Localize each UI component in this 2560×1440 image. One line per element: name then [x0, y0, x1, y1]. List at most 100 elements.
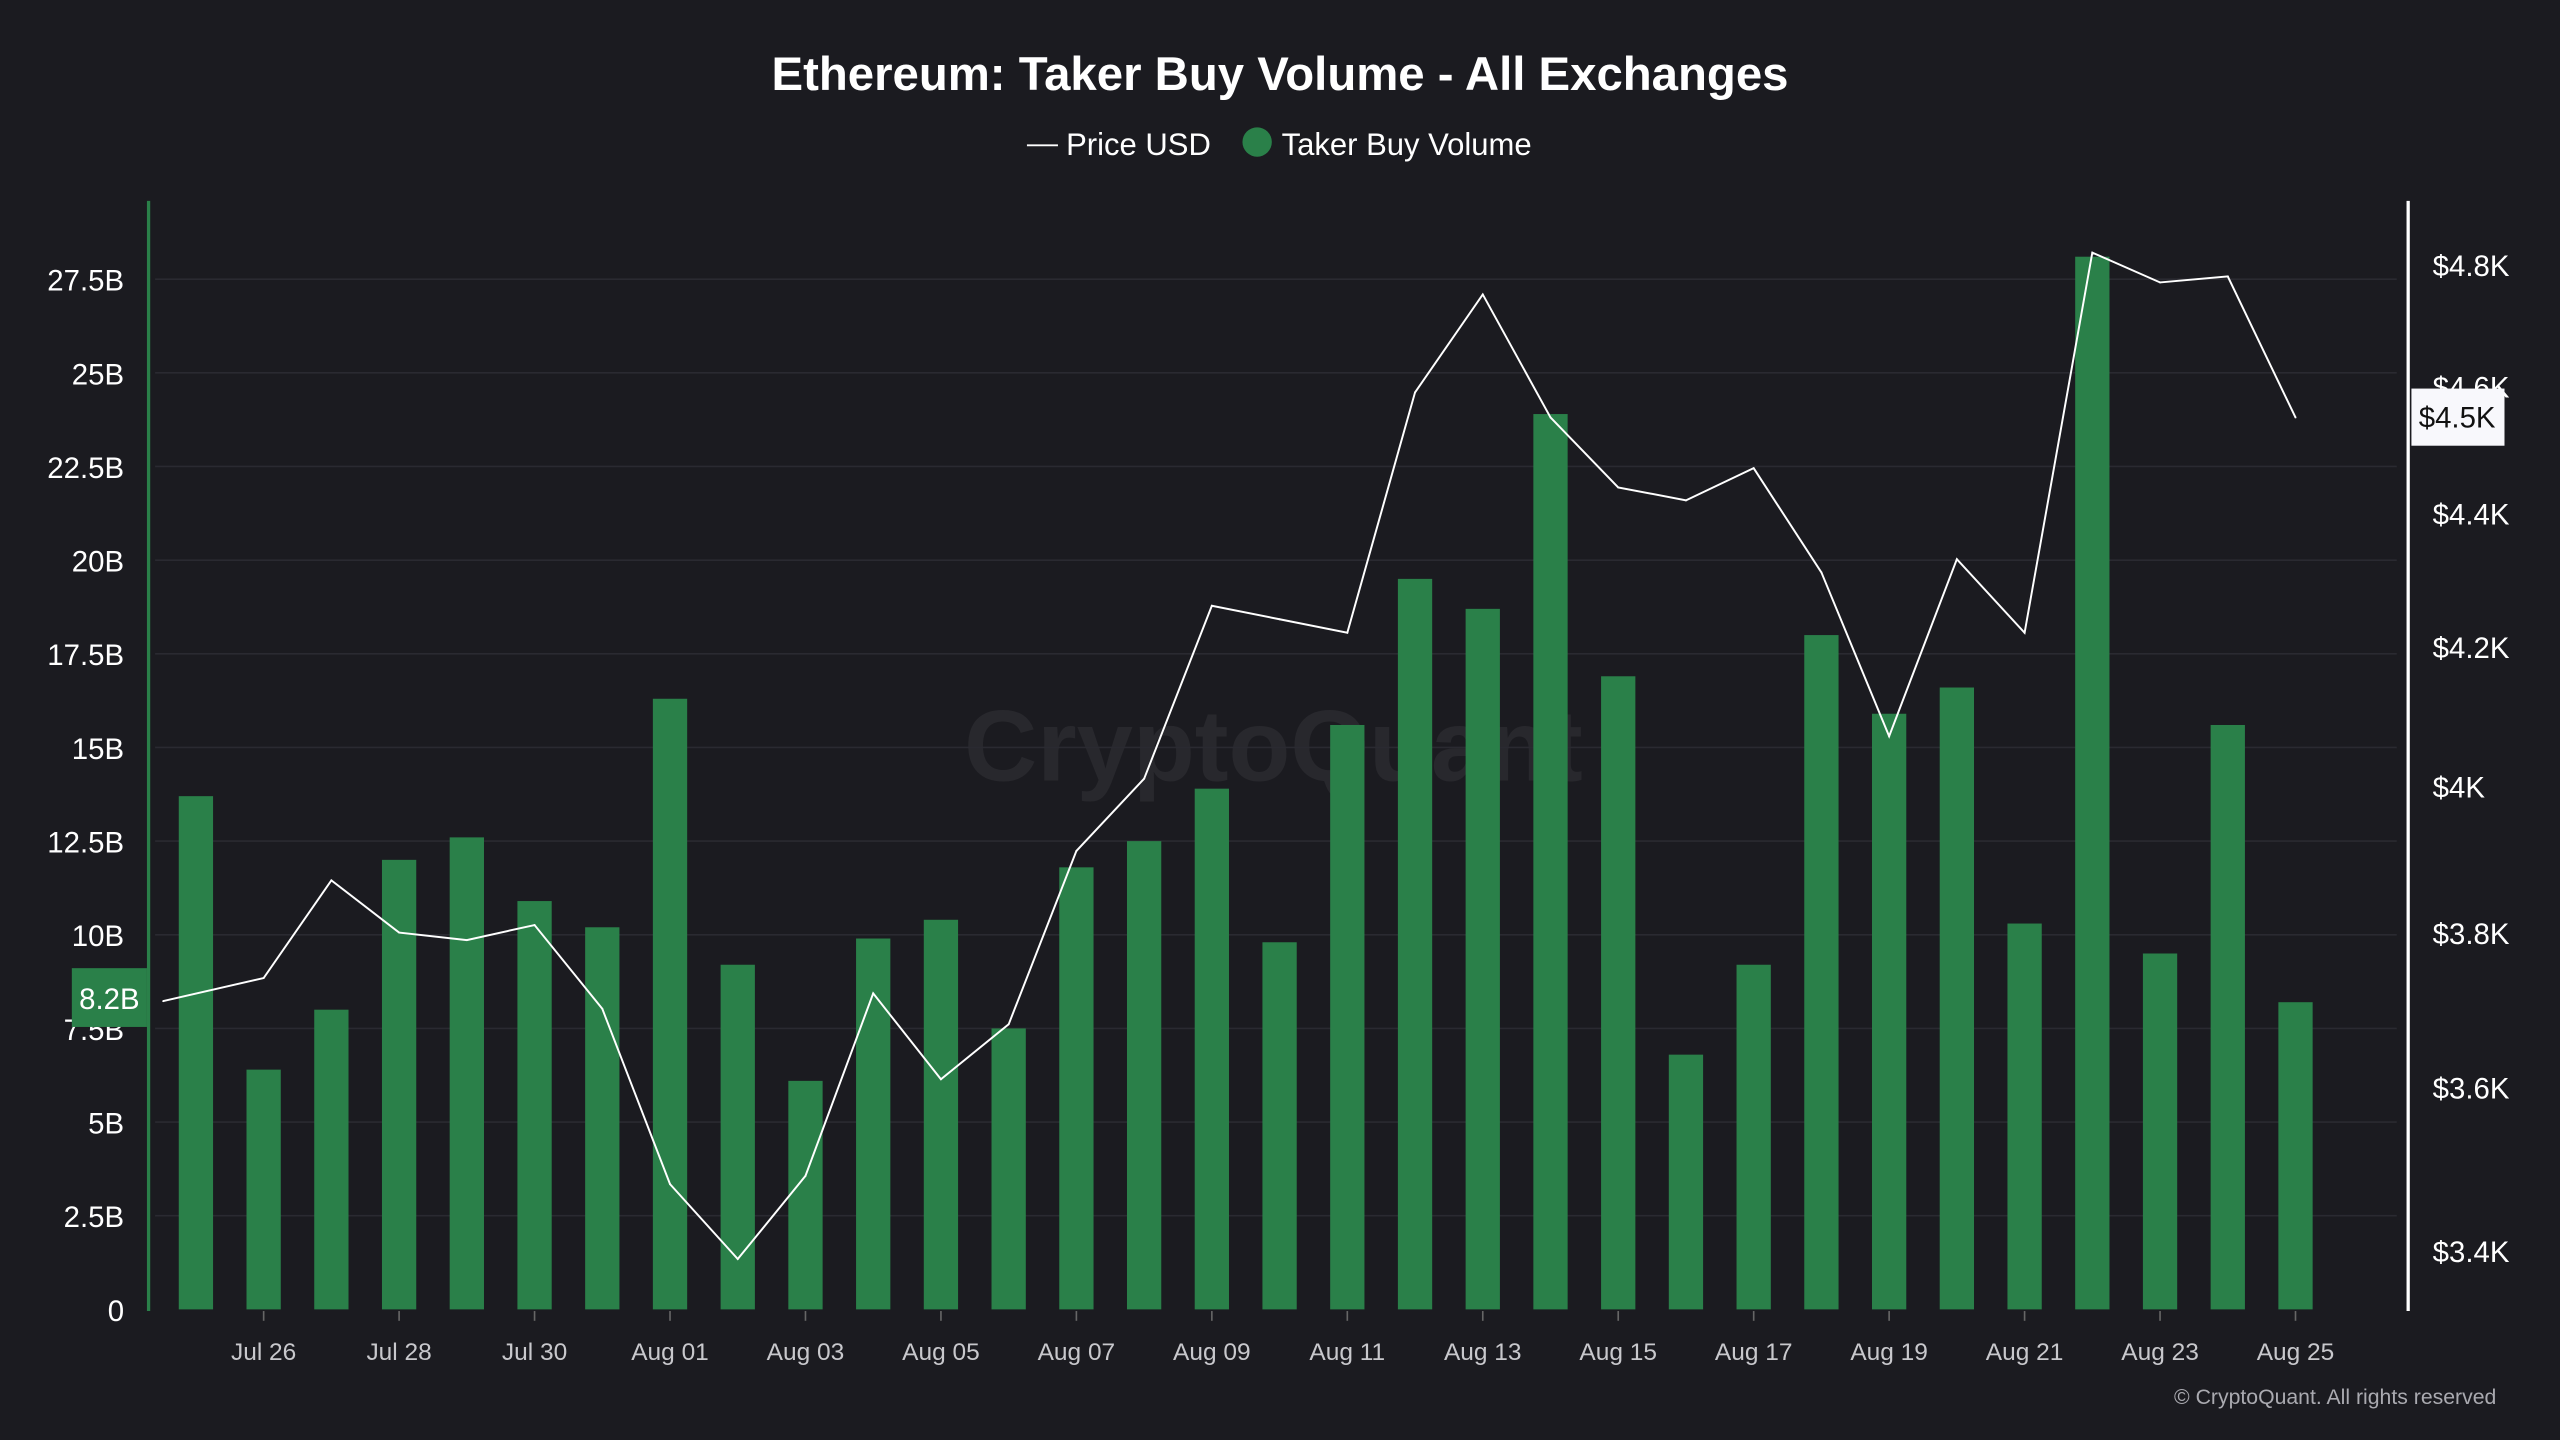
volume-bar — [1939, 687, 1975, 1310]
volume-bar — [1330, 724, 1365, 1310]
price-point — [1888, 735, 1891, 738]
right-tick-label: $4K — [2433, 771, 2486, 804]
volume-bar — [1397, 578, 1433, 1310]
x-tick-label: Aug 11 — [1309, 1339, 1385, 1366]
price-point — [2294, 416, 2297, 419]
right-tick-label: $4.4K — [2433, 499, 2510, 532]
volume-bar — [1465, 608, 1500, 1310]
volume-bar — [1262, 942, 1297, 1310]
volume-bar — [381, 859, 417, 1310]
price-point — [398, 931, 401, 934]
x-tick-label: Aug 23 — [2121, 1339, 2199, 1366]
last-volume-label-text: 8.2B — [79, 983, 139, 1016]
volume-bar — [1871, 713, 1907, 1310]
price-point — [1346, 631, 1349, 634]
x-tick-label: Aug 21 — [1986, 1339, 2064, 1366]
volume-bar — [720, 964, 755, 1310]
price-point — [2023, 631, 2026, 634]
price-point — [1752, 467, 1755, 470]
left-tick-label: 17.5B — [47, 639, 124, 672]
volume-bar — [991, 1028, 1026, 1310]
volume-bar — [2142, 953, 2178, 1310]
legend-label-price: Price USD — [1066, 127, 1211, 162]
price-point — [1143, 777, 1146, 780]
price-point — [669, 1183, 671, 1186]
legend-label-volume: Taker Buy Volume — [1282, 127, 1532, 162]
price-point — [1075, 849, 1078, 852]
price-point — [804, 1174, 807, 1177]
legend-item-price[interactable]: Price USD — [1026, 127, 1211, 162]
volume-bar — [246, 1069, 281, 1310]
price-point — [2226, 275, 2229, 278]
volume-bar — [1804, 635, 1839, 1310]
price-point — [1955, 558, 1958, 561]
left-tick-label: 0 — [108, 1295, 124, 1328]
x-axis-ticks: Jul 26 Jul 28 Jul 30 Aug 01 Aug 03 Aug 05 Aug … — [231, 1311, 2334, 1366]
x-tick-label: Aug 17 — [1715, 1339, 1793, 1366]
price-point — [1278, 618, 1281, 621]
volume-bar — [2075, 256, 2110, 1310]
price-point — [533, 924, 536, 927]
volume-bar — [2210, 724, 2245, 1310]
x-tick-label: Aug 01 — [631, 1339, 709, 1366]
x-tick-label: Aug 03 — [767, 1339, 845, 1366]
volume-bar — [923, 919, 959, 1310]
volume-bar — [1533, 414, 1568, 1310]
x-tick-label: Aug 07 — [1038, 1339, 1116, 1366]
volume-bar — [449, 837, 484, 1310]
right-tick-label: $4.2K — [2433, 632, 2510, 665]
x-tick-label: Aug 09 — [1173, 1339, 1251, 1366]
price-point — [1210, 604, 1213, 607]
copyright: © CryptoQuant. All rights reserved — [2174, 1386, 2496, 1409]
legend-item-volume[interactable]: Taker Buy Volume — [1242, 127, 1532, 162]
volume-bar — [585, 927, 620, 1310]
volume-bar — [2007, 923, 2042, 1310]
volume-bar — [1601, 676, 1636, 1310]
volume-bar — [517, 901, 552, 1310]
x-tick-label: Jul 26 — [231, 1339, 296, 1366]
price-point — [2091, 251, 2094, 254]
right-tick-label: $3.4K — [2433, 1236, 2510, 1269]
volume-bar — [178, 796, 214, 1310]
volume-bar — [1668, 1054, 1704, 1310]
price-point — [2159, 281, 2162, 284]
last-price-label: $4.5K — [2411, 388, 2505, 446]
x-tick-label: Jul 30 — [502, 1339, 567, 1366]
left-tick-label: 27.5B — [47, 265, 124, 298]
left-tick-label: 22.5B — [47, 452, 124, 485]
volume-bar — [2278, 1002, 2313, 1310]
volume-bar — [856, 938, 891, 1310]
price-point — [1549, 416, 1552, 419]
left-tick-label: 2.5B — [64, 1201, 124, 1234]
price-point — [939, 1078, 942, 1081]
price-line — [162, 251, 2297, 1261]
volume-bar — [788, 1080, 823, 1310]
left-tick-label: 10B — [72, 920, 124, 953]
left-tick-label: 12.5B — [47, 827, 124, 860]
volume-bars — [178, 256, 2313, 1310]
price-point — [1007, 1023, 1010, 1026]
x-tick-label: Aug 05 — [902, 1339, 980, 1366]
price-point — [1820, 571, 1823, 574]
right-tick-label: $3.8K — [2433, 918, 2510, 951]
price-point — [736, 1258, 739, 1261]
left-tick-label: 20B — [72, 546, 124, 579]
price-point — [262, 977, 265, 980]
x-tick-label: Aug 19 — [1850, 1339, 1928, 1366]
x-tick-label: Jul 28 — [366, 1339, 431, 1366]
price-point — [465, 939, 468, 942]
left-tick-label: 25B — [72, 358, 124, 391]
last-volume-label-box — [71, 968, 147, 1027]
x-tick-label: Aug 15 — [1579, 1339, 1657, 1366]
price-point — [1414, 391, 1417, 394]
price-line-path — [163, 251, 2297, 1261]
volume-bar — [314, 1009, 349, 1310]
legend-circle-icon — [1242, 127, 1272, 157]
last-price-label-text: $4.5K — [2419, 402, 2496, 435]
right-tick-label: $3.6K — [2433, 1073, 2510, 1106]
right-tick-label: $4.8K — [2433, 250, 2510, 283]
left-axis-ticks: 02.5B5B7.5B10B12.5B15B17.5B20B22.5B25B27… — [47, 265, 124, 1328]
last-volume-label: 8.2B — [71, 968, 147, 1027]
legend: Price USD Taker Buy Volume — [1026, 127, 1532, 162]
